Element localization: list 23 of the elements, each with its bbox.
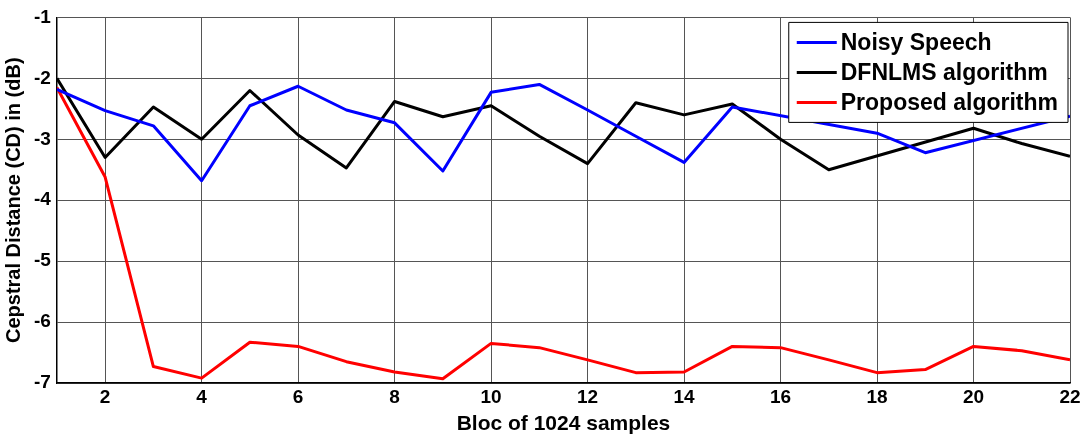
y-tick-label: -1 — [33, 5, 52, 27]
x-tick-label: 4 — [196, 385, 208, 407]
x-tick-label: 12 — [577, 385, 599, 407]
x-tick-label: 16 — [769, 385, 792, 407]
x-tick-label: 14 — [673, 385, 696, 407]
x-tick-label: 18 — [866, 385, 888, 407]
x-tick-label: 8 — [389, 385, 400, 407]
y-axis-title: Cepstral Distance (CD) in (dB) — [1, 57, 24, 343]
y-tick-label: -6 — [33, 310, 51, 332]
y-tick-label: -7 — [33, 371, 51, 393]
x-axis-title: Bloc of 1024 samples — [456, 411, 671, 435]
y-tick-label: -5 — [33, 249, 52, 271]
y-tick-label: -4 — [33, 188, 52, 210]
x-tick-label: 22 — [1059, 385, 1081, 407]
x-tick-label: 20 — [962, 385, 985, 407]
y-tick-label: -2 — [33, 66, 51, 88]
legend-label: DFNLMS algorithm — [840, 58, 1048, 85]
x-tick-label: 10 — [480, 385, 502, 407]
legend-label: Proposed algorithm — [840, 88, 1059, 115]
x-tick-label: 2 — [99, 385, 111, 407]
x-tick-label: 6 — [292, 385, 304, 407]
y-tick-label: -3 — [33, 127, 51, 149]
legend-label: Noisy Speech — [840, 28, 992, 55]
